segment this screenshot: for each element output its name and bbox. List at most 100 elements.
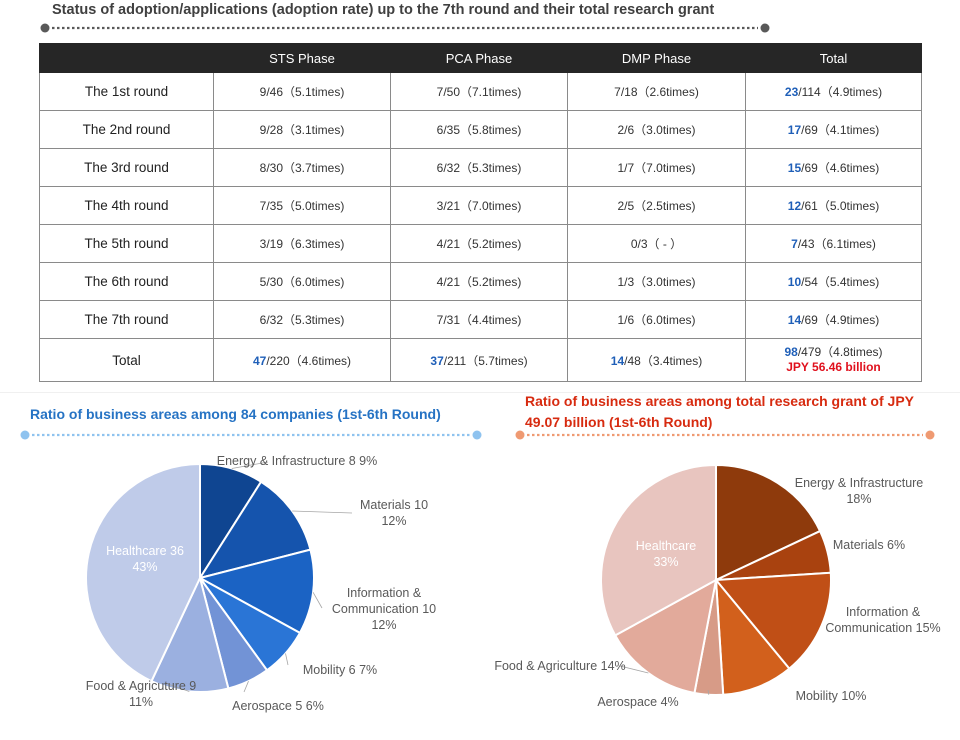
cell-pca: 6/35（5.8times) [390,110,568,149]
slice-label: Information & Communication 15% [825,605,940,635]
table-row: The 1st round 9/46（5.1times) 7/50（7.1times… [39,72,922,111]
cell-pca: 6/32（5.3times) [390,148,568,187]
adopted-count: 12 [787,199,802,213]
adopted-count: 7 [791,237,798,251]
cell-total: 15/69（4.6times) [745,148,922,187]
application-count: /48（3.4times) [624,353,703,368]
application-count: /220（4.6times) [266,353,352,368]
pie-slice-healthcare [600,463,717,637]
leader-line [619,665,649,674]
cell-sts: 9/28（3.1times) [213,110,391,149]
row-label: Total [39,338,214,382]
slice-label: Energy & Infrastructure 18% [795,476,924,506]
leader-line [285,653,289,666]
slice-label-line: Information & [347,586,422,600]
slice-label: Mobility 10% [796,689,867,703]
cell-sts: 8/30（3.7times) [213,148,391,187]
total-grant: JPY 56.46 billion [786,360,881,374]
cell-grand-total: 98/479（4.8times) JPY 56.46 billion [745,338,922,382]
application-count: /61（5.0times) [801,199,880,213]
slice-label-line: Information & [846,605,921,619]
slice-label-line: Mobility 10% [796,689,867,703]
cell-sts: 5/30（6.0times) [213,262,391,301]
leader-line [312,592,323,609]
slice-label: Information & Communication 10 12% [332,586,436,632]
application-count: /479（4.8times) [797,345,883,359]
left-dotted-rule [20,430,482,440]
header-title: Status of adoption/applications (adoptio… [52,2,715,18]
pie-slice-mobility [714,576,791,696]
row-label: The 6th round [39,262,214,301]
column-header: PCA Phase [390,43,568,73]
cell-total: 10/54（5.4times) [745,262,922,301]
column-header [39,43,214,73]
row-label: The 5th round [39,224,214,263]
pie-slice-energy-infrastructure [715,463,822,582]
slice-label: Aerospace 5 6% [232,699,324,713]
table-header-row: STS Phase PCA Phase DMP Phase Total [39,43,922,73]
row-label: The 7th round [39,300,214,339]
adoption-table: STS Phase PCA Phase DMP Phase Total The … [39,43,922,382]
leader-line [231,461,269,469]
pie-slice-food-agriculture [613,578,718,695]
row-label: The 2nd round [39,110,214,149]
slice-label-line: Food & Agricuture 9 [86,679,197,693]
right-pie-chart: Energy & Infrastructure 18% Materials 6% In… [494,463,941,709]
cell-dmp: 2/6（3.0times) [567,110,746,149]
slice-label: Healthcare 33% [636,539,696,569]
slice-label-line: 43% [132,560,157,574]
slice-label-line: 12% [371,618,396,632]
cell-total: 12/61（5.0times) [745,186,922,225]
application-count: /114（4.9times) [798,85,883,99]
slice-label-line: Aerospace 4% [597,695,678,709]
application-count: /43（6.1times) [797,237,876,251]
slice-label-line: Materials 6% [833,538,905,552]
pie-slice-healthcare [85,462,201,683]
left-pie-title: Ratio of business areas among 84 compani… [30,406,441,422]
slice-label-line: Energy & Infrastructure [795,476,924,490]
cell-dmp: 2/5（2.5times) [567,186,746,225]
slice-label-line: Healthcare 36 [106,544,184,558]
adopted-count: 15 [787,161,802,175]
right-pie-title: Ratio of business areas among total rese… [525,393,914,430]
left-pie-chart: Energy & Infrastructure 8 9% Materials 10… [85,454,436,713]
pie-slice-information-communication [197,548,315,635]
adopted-count: 47 [252,353,267,368]
slice-label: Healthcare 36 43% [106,544,184,574]
slice-label-line: Communication 15% [825,621,940,635]
application-count: /69（4.6times) [801,161,880,175]
slice-label: Materials 10 12% [360,498,428,528]
table-row: The 7th round 6/32（5.3times) 7/31（4.4times… [39,300,922,339]
table-row: The 2nd round 9/28（3.1times) 6/35（5.8times… [39,110,922,149]
application-count: /211（5.7times) [443,353,528,368]
row-label: The 1st round [39,72,214,111]
cell-total: 7/43（6.1times) [745,224,922,263]
cell-pca: 7/31（4.4times) [390,300,568,339]
slice-label-line: Healthcare [636,539,696,553]
cell-dmp: 0/3（ - ） [567,224,746,263]
cell-pca: 4/21（5.2times) [390,262,568,301]
slice-label-line: 12% [381,514,406,528]
adopted-count: 14 [610,353,625,368]
slice-label: Mobility 6 7% [303,663,377,677]
adopted-count: 10 [787,275,802,289]
slice-label-line: 11% [129,695,153,709]
pie-slice-information-communication [713,571,832,671]
slice-label-line: Mobility 6 7% [303,663,377,677]
grand-total-line: 98/479（4.8times) [746,345,921,360]
cell-dmp: 7/18（2.6times) [567,72,746,111]
application-count: /69（4.1times) [801,123,880,137]
slice-label-line: Food & Agriculture 14% [494,659,625,673]
cell-pca: 4/21（5.2times) [390,224,568,263]
slice-label-line: Materials 10 [360,498,428,512]
application-count: /54（5.4times) [801,275,880,289]
slice-label-line: Aerospace 5 6% [232,699,324,713]
application-count: /69（4.9times) [801,313,880,327]
slice-label-line: Energy & Infrastructure 8 9% [217,454,378,468]
leader-line [164,682,190,692]
adopted-count: 37 [430,353,444,368]
cell-total-sts: 47/220（4.6times) [213,338,391,382]
cell-total-dmp: 14/48（3.4times) [567,338,746,382]
column-header: Total [745,43,922,73]
slice-label-line: 33% [653,555,678,569]
